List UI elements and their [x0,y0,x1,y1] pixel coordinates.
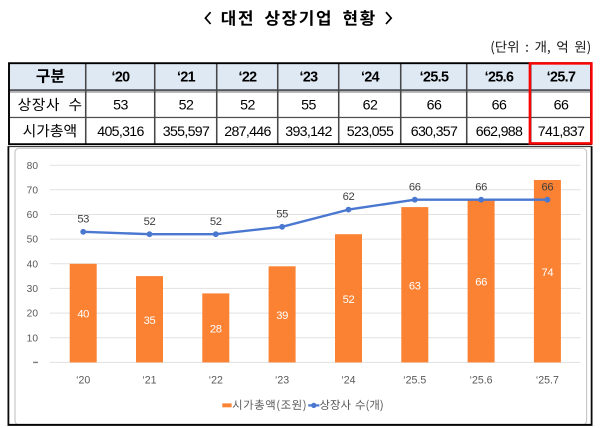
svg-text:‘25.7: ‘25.7 [536,374,559,386]
svg-text:‘22: ‘22 [209,374,223,386]
svg-text:66: 66 [492,98,507,114]
svg-text:28: 28 [210,324,222,336]
svg-text:40: 40 [27,259,39,270]
svg-text:35: 35 [144,315,156,327]
svg-text:52: 52 [144,216,156,228]
svg-text:‘25.5: ‘25.5 [420,70,449,86]
svg-text:‘23: ‘23 [275,374,289,386]
svg-text:66: 66 [554,98,569,114]
svg-text:53: 53 [77,213,89,225]
svg-text:741,837: 741,837 [538,124,585,140]
svg-text:523,055: 523,055 [347,124,394,140]
svg-text:662,988: 662,988 [476,124,523,140]
svg-text:287,446: 287,446 [224,124,271,140]
svg-text:66: 66 [427,98,442,114]
svg-text:66: 66 [475,181,487,193]
svg-text:53: 53 [113,98,128,114]
svg-text:62: 62 [343,191,355,203]
svg-text:62: 62 [363,98,378,114]
svg-text:74: 74 [542,267,554,279]
svg-text:‘21: ‘21 [142,374,156,386]
svg-text:‘20: ‘20 [111,70,130,86]
svg-text:‘22: ‘22 [238,70,257,86]
svg-text:‘24: ‘24 [341,374,355,386]
svg-text:80: 80 [27,161,39,172]
svg-text:‘25.7: ‘25.7 [547,70,576,86]
svg-text:52: 52 [210,216,222,228]
svg-text:66: 66 [542,181,554,193]
svg-text:‘25.6: ‘25.6 [470,374,493,386]
svg-text:52: 52 [179,98,194,114]
svg-text:50: 50 [27,235,39,246]
svg-text:55: 55 [276,208,288,220]
svg-text:630,357: 630,357 [411,124,458,140]
svg-text:40: 40 [77,309,89,321]
svg-text:55: 55 [301,98,316,114]
svg-text:70: 70 [27,185,39,196]
svg-text:39: 39 [276,310,288,322]
svg-text:10: 10 [27,333,39,344]
svg-text:20: 20 [27,309,39,320]
svg-text:52: 52 [240,98,255,114]
svg-text:52: 52 [343,294,355,306]
svg-text:66: 66 [409,181,421,193]
svg-text:60: 60 [27,210,39,221]
svg-text:‘20: ‘20 [76,374,90,386]
svg-text:63: 63 [409,280,421,292]
svg-text:‘21: ‘21 [177,70,196,86]
svg-text:393,142: 393,142 [285,124,332,140]
svg-text:‘25.5: ‘25.5 [403,374,426,386]
svg-text:30: 30 [27,284,39,295]
svg-text:‘24: ‘24 [361,70,380,86]
svg-text:405,316: 405,316 [97,124,144,140]
svg-text:‘25.6: ‘25.6 [485,70,514,86]
svg-text:355,597: 355,597 [163,124,210,140]
svg-text:66: 66 [475,277,487,289]
svg-text:‘23: ‘23 [299,70,318,86]
